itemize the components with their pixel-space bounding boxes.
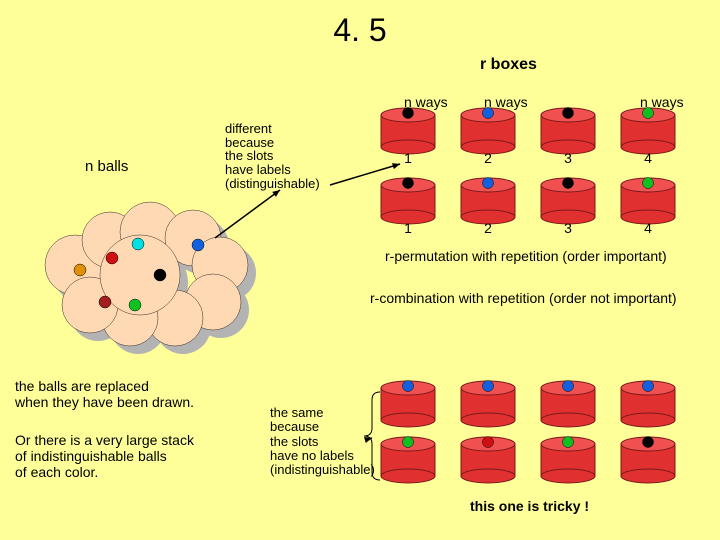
svg-text:1: 1: [404, 220, 412, 236]
svg-text:3: 3: [564, 220, 572, 236]
svg-text:4: 4: [644, 220, 652, 236]
svg-text:1: 1: [404, 150, 412, 166]
svg-text:4: 4: [644, 150, 652, 166]
svg-text:2: 2: [484, 220, 492, 236]
svg-text:3: 3: [564, 150, 572, 166]
diagram-shapes: 1 2 3 4 1 2 3 4: [0, 0, 720, 540]
svg-text:2: 2: [484, 150, 492, 166]
